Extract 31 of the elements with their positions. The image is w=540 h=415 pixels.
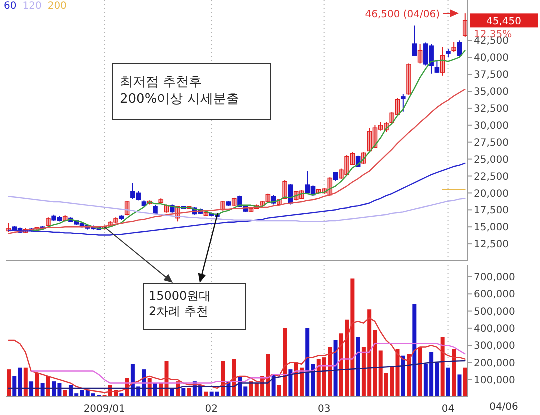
text: 200: [48, 1, 67, 12]
y-tick-label: 15,000: [474, 222, 509, 234]
y-tick-label: 40,000: [474, 53, 509, 64]
y-tick-label: 27,500: [474, 138, 509, 149]
y-tick-label: 17,500: [474, 206, 509, 217]
y-tick-label: 37,500: [474, 70, 509, 82]
y-tick-label: 12,500: [474, 240, 509, 251]
y-tick-label: 300,000: [474, 341, 516, 352]
text: 04/06: [490, 402, 518, 413]
y-tick-label: 20,000: [474, 188, 509, 200]
annotation: 최저점 추천후 200%이상 시세분출: [120, 75, 240, 107]
annotation: 46,500 (04/06): [365, 10, 440, 21]
y-tick-label: 600,000: [474, 290, 516, 301]
x-tick-label: 03: [318, 404, 331, 415]
y-tick-label: 30,000: [474, 120, 509, 132]
y-tick-label: 35,000: [474, 87, 509, 98]
x-tick-label: 02: [205, 404, 218, 415]
y-tick-label: 700,000: [474, 272, 516, 284]
annotation: 15000원대 2차례 추천: [149, 289, 212, 319]
text: 120: [22, 1, 42, 12]
y-tick-label: 200,000: [474, 358, 516, 370]
y-tick-label: 25,000: [474, 154, 509, 166]
x-tick-label: 2009/01: [84, 404, 126, 415]
y-tick-label: 500,000: [474, 306, 516, 318]
y-tick-label: 100,000: [474, 375, 516, 386]
y-tick-label: 32,500: [474, 104, 509, 116]
text: 60: [4, 1, 17, 12]
x-tick-label: 04: [442, 404, 455, 415]
y-tick-label: 22,500: [474, 172, 509, 183]
text: 45,450: [486, 16, 522, 28]
y-tick-label: 400,000: [474, 324, 516, 335]
